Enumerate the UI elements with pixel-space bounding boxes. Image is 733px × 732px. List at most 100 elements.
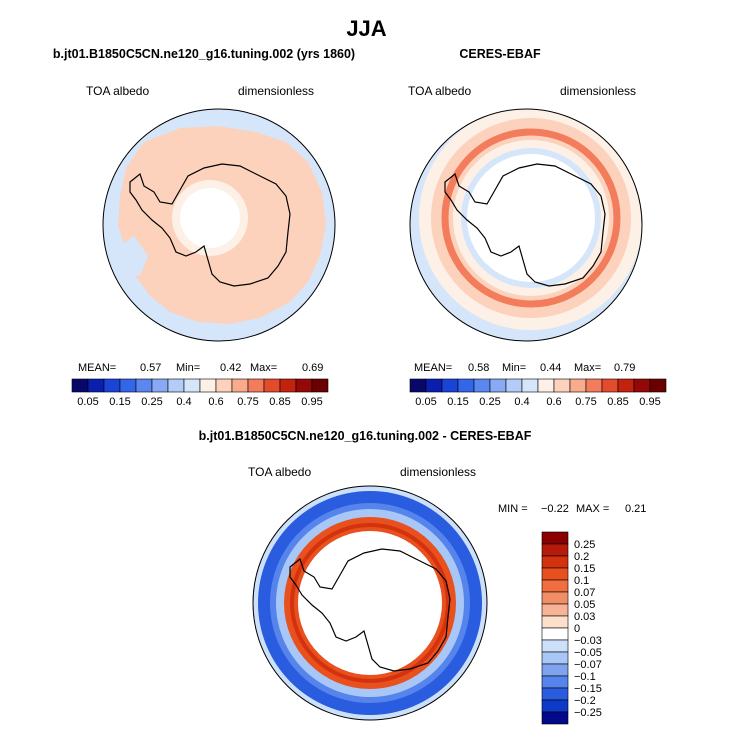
obs-colorbar-swatch (505, 378, 523, 393)
antarctica-coastline (129, 163, 291, 287)
antarctica-coastline (289, 548, 451, 672)
model-colorbar-tick-label: 0.4 (176, 396, 191, 408)
antarctica-coastline (444, 163, 606, 287)
obs-colorbar-swatch (585, 378, 603, 393)
diff-colorbar-swatch (541, 699, 569, 713)
obs-max-label: Max= (574, 362, 602, 374)
diff-colorbar-swatch (541, 579, 569, 593)
obs-colorbar-swatch (569, 378, 587, 393)
diff-left-label: TOA albedo (248, 465, 312, 479)
obs-colorbar-tick-label: 0.4 (514, 396, 529, 408)
obs-right-label: dimensionless (560, 84, 637, 98)
model-max-value: 0.69 (302, 362, 324, 374)
diff-colorbar-tick-label: −0.2 (574, 695, 596, 707)
diff-colorbar-tick-label: 0.03 (574, 611, 595, 623)
obs-colorbar-tick-label: 0.85 (607, 396, 628, 408)
model-polar-map (102, 108, 336, 342)
model-max-label: Max= (250, 362, 278, 374)
model-colorbar-swatch (311, 378, 329, 393)
obs-min-label: Min= (502, 362, 527, 374)
diff-colorbar-tick-label: 0.1 (574, 575, 589, 587)
obs-colorbar-swatch (537, 378, 555, 393)
model-colorbar-swatch (279, 378, 297, 393)
diff-colorbar-swatch (541, 567, 569, 581)
model-colorbar-tick-label: 0.15 (109, 396, 130, 408)
obs-colorbar-swatch (441, 378, 459, 393)
obs-map-border (409, 108, 643, 342)
diff-colorbar-tick-label: 0.25 (574, 539, 595, 551)
obs-colorbar-tick-label: 0.95 (639, 396, 660, 408)
model-colorbar-swatch (167, 378, 185, 393)
model-mean-label: MEAN= (78, 362, 117, 374)
model-colorbar-swatch (151, 378, 169, 393)
model-colorbar-swatch (103, 378, 121, 393)
diff-colorbar-tick-label: 0.05 (574, 599, 595, 611)
model-colorbar-swatch (87, 378, 105, 393)
obs-colorbar-tick-label: 0.15 (447, 396, 468, 408)
obs-colorbar-swatch (617, 378, 635, 393)
obs-colorbar-swatch (425, 378, 443, 393)
diff-colorbar-swatch (541, 687, 569, 701)
diff-colorbar-tick-label: −0.05 (574, 647, 602, 659)
model-right-label: dimensionless (238, 84, 315, 98)
figure-title: JJA (346, 16, 387, 41)
diff-colorbar-tick-label: −0.1 (574, 671, 596, 683)
diff-colorbar-swatch (541, 663, 569, 677)
diff-colorbar-swatch (541, 603, 569, 617)
model-missing-center (180, 188, 240, 248)
model-colorbar-swatch (135, 378, 153, 393)
diff-colorbar-swatch (541, 591, 569, 605)
model-colorbar-swatch (183, 378, 201, 393)
obs-peak-ring (441, 128, 621, 308)
obs-mean-label: MEAN= (414, 362, 453, 374)
model-min-value: 0.42 (220, 362, 242, 374)
obs-left-label: TOA albedo (408, 84, 472, 98)
model-colorbar-swatch (263, 378, 281, 393)
model-colorbar-swatch (247, 378, 265, 393)
model-min-label: Min= (176, 362, 201, 374)
model-colorbar-tick-label: 0.75 (237, 396, 258, 408)
diff-colorbar-swatch (541, 615, 569, 629)
diff-missing-center (298, 531, 442, 675)
model-colorbar-swatch (215, 378, 233, 393)
obs-colorbar-swatch (457, 378, 475, 393)
model-map-border (102, 108, 336, 342)
diff-right-label: dimensionless (400, 465, 477, 479)
model-colorbar-swatch (71, 378, 89, 393)
diff-colorbar-tick-label: −0.15 (574, 683, 602, 695)
diff-min-value: −0.22 (541, 503, 569, 515)
model-colorbar-swatch (119, 378, 137, 393)
model-colorbar-tick-label: 0.25 (141, 396, 162, 408)
diff-positive-ring-inner (290, 523, 450, 683)
obs-colorbar-tick-label: 0.6 (546, 396, 561, 408)
model-colorbar-swatch (295, 378, 313, 393)
model-colorbar-tick-label: 0.95 (301, 396, 322, 408)
diff-colorbar-swatch (541, 555, 569, 569)
obs-colorbar-swatch (649, 378, 667, 393)
obs-colorbar-tick-label: 0.75 (575, 396, 596, 408)
model-colorbar-tick-label: 0.6 (208, 396, 223, 408)
obs-max-value: 0.79 (614, 362, 636, 374)
diff-colorbar-tick-label: 0.15 (574, 563, 595, 575)
diff-colorbar-swatch (541, 639, 569, 653)
diff-colorbar-tick-label: 0.07 (574, 587, 595, 599)
obs-colorbar-tick-label: 0.25 (479, 396, 500, 408)
obs-colorbar: 0.05 0.15 0.25 0.4 0.6 0.75 0.85 0.95 (409, 378, 667, 408)
diff-colorbar-swatch (541, 543, 569, 557)
model-left-label: TOA albedo (86, 84, 150, 98)
diff-colorbar-swatch (541, 531, 569, 545)
obs-colorbar-swatch (601, 378, 619, 393)
diff-min-label: MIN = (498, 503, 528, 515)
diff-panel-title: b.jt01.B1850C5CN.ne120_g16.tuning.002 - … (198, 429, 532, 443)
diff-colorbar-swatch (541, 627, 569, 641)
diff-colorbar-tick-label: 0 (574, 623, 580, 635)
obs-colorbar-tick-label: 0.05 (415, 396, 436, 408)
diff-colorbar-tick-label: 0.2 (574, 551, 589, 563)
diff-colorbar-swatch (541, 651, 569, 665)
diff-max-value: 0.21 (625, 503, 647, 515)
obs-missing-center (467, 154, 595, 282)
diff-polar-map (252, 485, 488, 721)
diff-max-label: MAX = (576, 503, 610, 515)
diff-colorbar-tick-label: −0.25 (574, 707, 602, 719)
obs-min-value: 0.44 (540, 362, 562, 374)
